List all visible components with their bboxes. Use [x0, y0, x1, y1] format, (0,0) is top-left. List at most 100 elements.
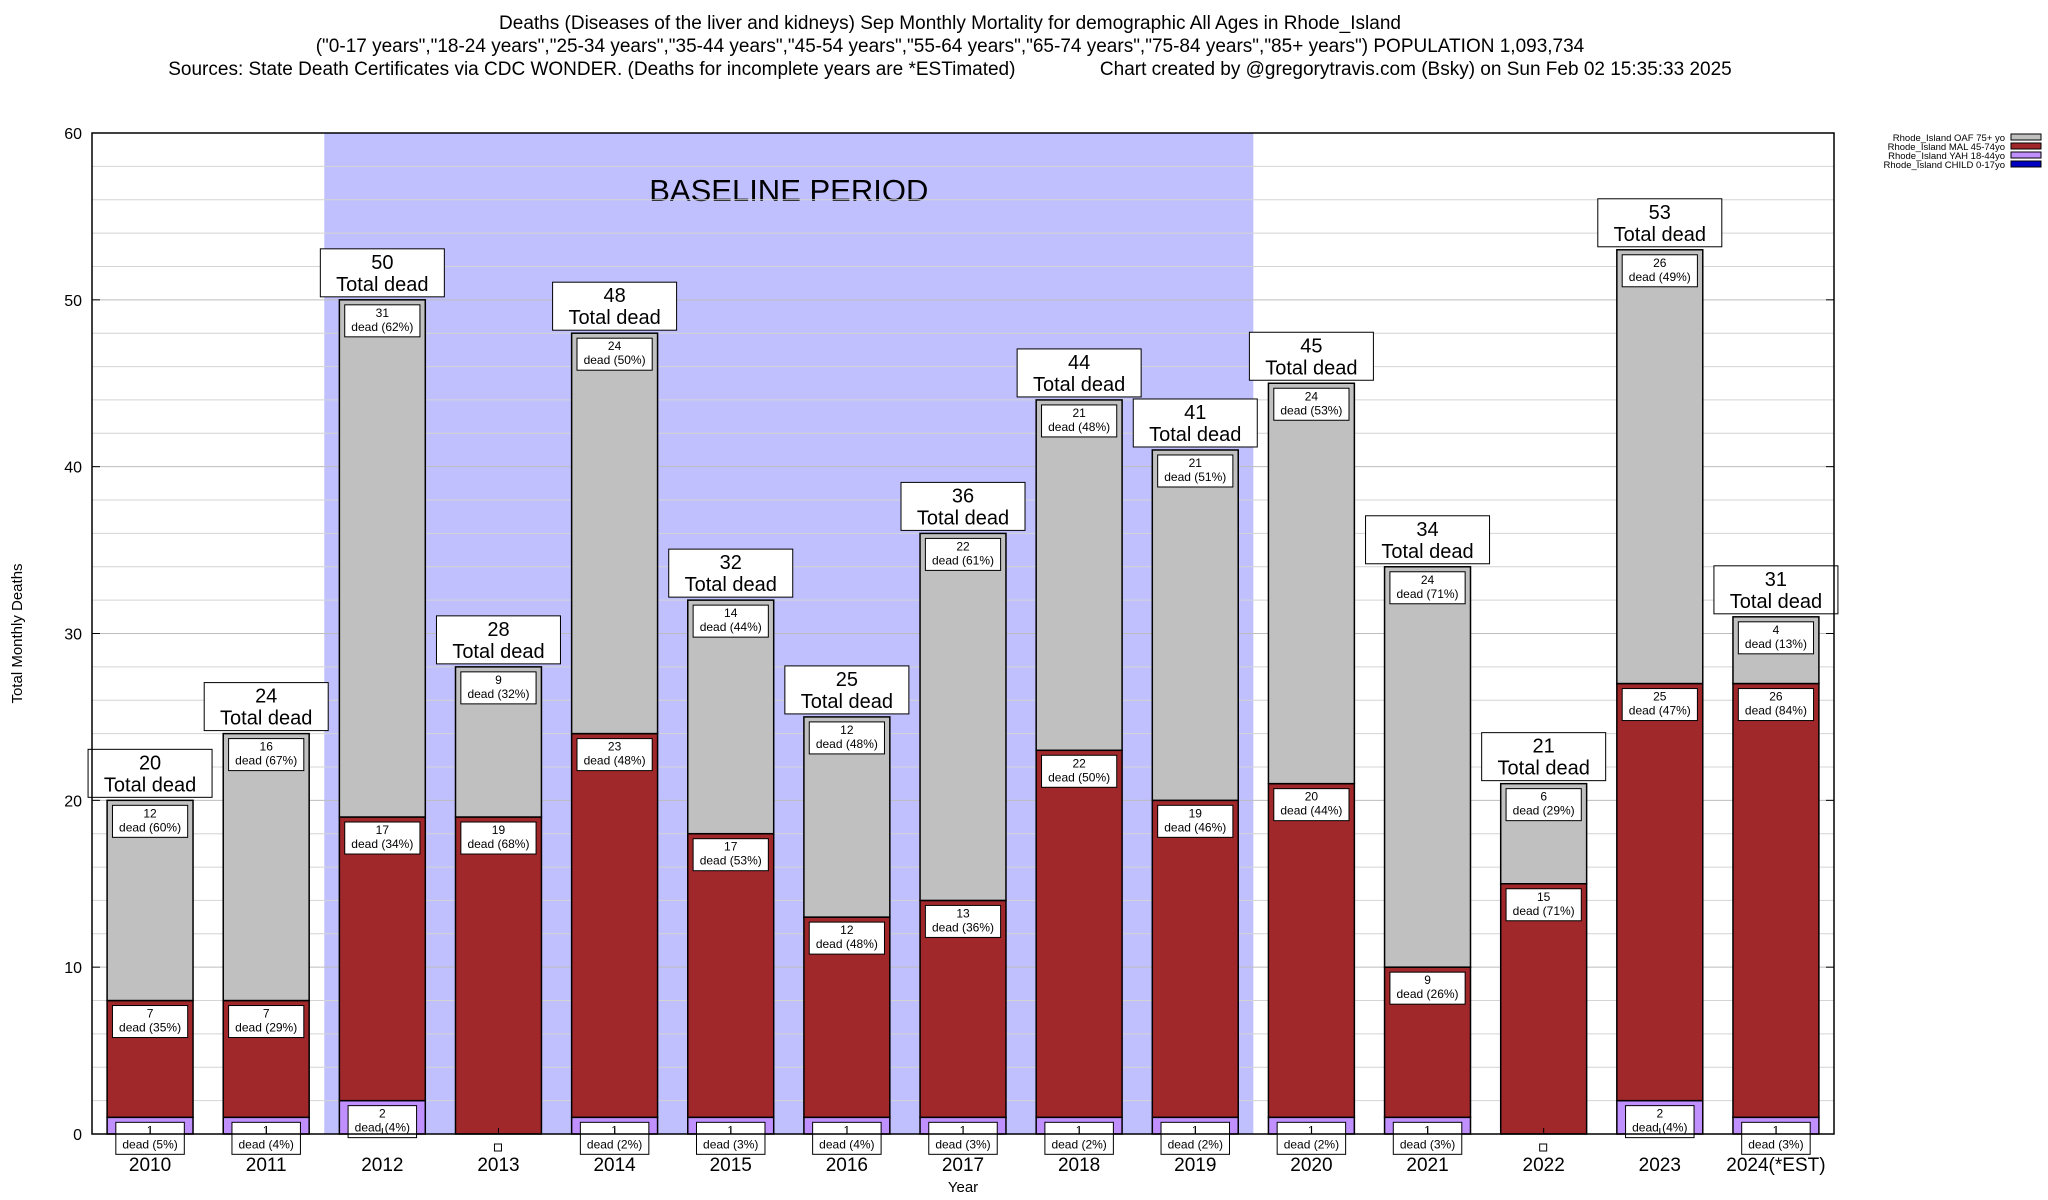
x-tick-label: 2014: [593, 1155, 636, 1176]
legend-entry-label: Rhode_Island YAH 18-44yo: [1888, 151, 2005, 162]
segment-label-box: [344, 304, 421, 338]
title-line-2: ("0-17 years","18-24 years","25-34 years…: [315, 36, 1585, 57]
segment-label-line-0: 14: [724, 606, 738, 620]
bar-segment: [1616, 682, 1704, 1102]
total-label-box: [1248, 331, 1374, 381]
segment-label-line-1: dead (3%): [935, 1137, 990, 1151]
total-label-line-0: 48: [603, 285, 625, 307]
segment-label-box: [228, 1005, 305, 1039]
segment-label-box: [115, 1121, 185, 1155]
segment-label-box: [576, 738, 653, 772]
bar-segment: [1732, 682, 1820, 1119]
segment-label-line-1: dead (4%): [1632, 1121, 1687, 1135]
segment-label-line-1: dead (50%): [1048, 770, 1110, 784]
segment-label-box: [579, 1121, 650, 1155]
segment-label-box: [695, 1121, 766, 1155]
segment-label-line-0: 20: [1305, 790, 1319, 804]
segment-label-line-1: dead (48%): [816, 937, 878, 951]
segment-label-line-1: dead (13%): [1745, 637, 1807, 651]
total-label-line-0: 20: [139, 752, 161, 774]
segment-label-line-1: dead (3%): [703, 1137, 758, 1151]
y-tick-label: 50: [64, 293, 82, 310]
total-label-line-1: Total dead: [568, 307, 660, 329]
title-line-1: Deaths (Diseases of the liver and kidney…: [499, 13, 1401, 34]
total-label-box: [668, 548, 794, 598]
legend-entry-label: Rhode_Island OAF 75+ yo: [1893, 133, 2005, 144]
bar-segment: [919, 532, 1007, 902]
segment-label-line-0: 24: [1305, 389, 1319, 403]
total-label-box: [900, 481, 1026, 531]
segment-label-line-0: 26: [1769, 690, 1783, 704]
bar-segment: [454, 816, 543, 1135]
segment-label-line-1: dead (48%): [584, 754, 646, 768]
total-label-line-1: Total dead: [336, 274, 428, 296]
total-label-line-1: Total dead: [801, 691, 893, 713]
segment-label-line-0: 17: [724, 840, 738, 854]
total-label-line-1: Total dead: [1381, 541, 1473, 563]
total-label-box: [1016, 348, 1142, 398]
segment-label-box: [1392, 1121, 1463, 1155]
title-line-3: Sources: State Death Certificates via CD…: [168, 59, 1732, 80]
total-label-box: [1597, 198, 1723, 248]
segment-label-box: [460, 821, 537, 855]
total-label-line-0: 28: [487, 619, 509, 641]
total-label-line-0: 44: [1068, 352, 1090, 374]
segment-label-line-0: 26: [1653, 256, 1667, 270]
segment-label-line-1: dead (5%): [122, 1137, 177, 1151]
segment-label-line-1: dead (4%): [239, 1137, 294, 1151]
x-tick-label: 2017: [942, 1155, 984, 1176]
y-tick-label: 20: [64, 793, 82, 810]
segment-label-line-0: 6: [1540, 790, 1547, 804]
total-label-line-1: Total dead: [452, 641, 544, 663]
segment-label-line-1: dead (51%): [1164, 470, 1226, 484]
segment-label-box: [924, 904, 1002, 938]
y-tick-label: 10: [64, 960, 82, 977]
total-label-line-1: Total dead: [1149, 424, 1241, 446]
total-label-line-0: 25: [836, 669, 858, 691]
bar-segment: [1151, 799, 1239, 1119]
segment-label-box: [1041, 754, 1118, 788]
segment-label-line-0: 9: [495, 673, 502, 687]
x-tick-label: 2011: [246, 1155, 287, 1176]
segment-label-line-1: dead (2%): [1051, 1137, 1106, 1151]
x-tick-label: 2015: [710, 1155, 752, 1176]
segment-label-line-1: dead (36%): [932, 920, 994, 934]
segment-label-line-1: dead (53%): [700, 854, 762, 868]
segment-label-box: [1737, 688, 1815, 722]
total-label-box: [552, 281, 678, 331]
segment-label-line-1: dead (26%): [1397, 987, 1459, 1001]
segment-label-line-1: dead (34%): [351, 837, 413, 851]
segment-label-box: [1044, 1121, 1114, 1155]
y-tick-label: 0: [73, 1127, 82, 1144]
total-label-line-0: 21: [1533, 736, 1555, 758]
segment-label-line-0: 15: [1537, 890, 1551, 904]
y-tick-label: 40: [64, 460, 82, 477]
total-label-line-1: Total dead: [1498, 758, 1590, 780]
x-tick-label: 2022: [1523, 1155, 1565, 1176]
bar-segment: [1383, 566, 1472, 968]
bar-segment: [1267, 382, 1356, 785]
segment-label-line-1: dead (3%): [1748, 1137, 1803, 1151]
total-label-box: [1713, 565, 1839, 615]
bar-segment: [1499, 883, 1588, 1135]
total-label-line-0: 36: [952, 485, 974, 507]
total-label-line-0: 41: [1184, 402, 1206, 424]
x-tick-label: 2021: [1406, 1155, 1448, 1176]
segment-label-line-0: 31: [376, 306, 390, 320]
segment-label-line-1: dead (62%): [351, 320, 413, 334]
segment-label-line-0: 17: [376, 823, 390, 837]
x-tick-label: 2020: [1290, 1155, 1332, 1176]
segment-label-line-0: 25: [1653, 690, 1667, 704]
x-tick-label: 2024(*EST): [1726, 1155, 1825, 1176]
total-label-box: [435, 615, 561, 665]
total-label-line-0: 32: [720, 552, 742, 574]
segment-label-line-0: 4: [1773, 623, 1780, 637]
y-tick-label: 60: [64, 126, 82, 143]
segment-label-line-1: dead (4%): [819, 1137, 874, 1151]
segment-label-line-0: 9: [1424, 973, 1431, 987]
segment-label-line-1: dead (61%): [932, 553, 994, 567]
segment-label-box: [231, 1121, 301, 1155]
empty-segment-marker: [1539, 1143, 1548, 1152]
total-label-box: [784, 665, 910, 715]
